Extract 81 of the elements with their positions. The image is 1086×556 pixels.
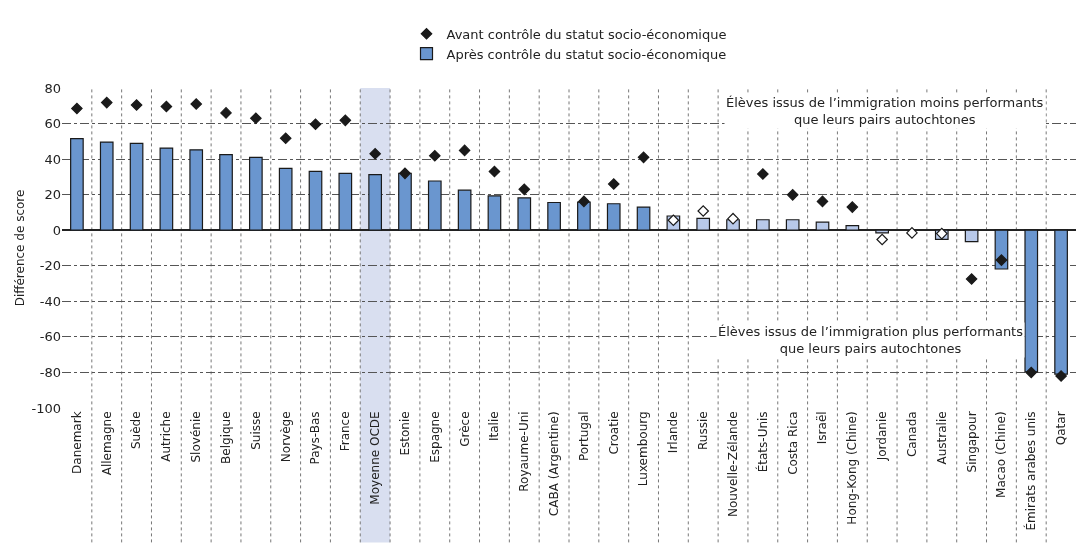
y-tick-label: 20 [44, 187, 61, 203]
annotation: Élèves issus de l’immigration moins performants que leurs pairs autochtones [726, 95, 1044, 127]
x-tick-label: Portugal [576, 411, 591, 462]
point [100, 96, 113, 109]
x-tick-label: Moyenne OCDE [368, 411, 383, 505]
y-tick-label: -40 [39, 293, 61, 309]
x-tick-label: États-Unis [754, 411, 770, 473]
y-tick-label: -100 [31, 400, 61, 416]
x-tick-label: Croatie [606, 411, 621, 455]
x-tick-label: Australie [934, 411, 949, 465]
x-tick-label: Norvège [278, 411, 293, 463]
point [309, 118, 322, 131]
x-tick-label: Belgique [218, 411, 233, 464]
x-tick-label: Luxembourg [636, 411, 651, 487]
point [1025, 366, 1038, 379]
point [279, 132, 292, 145]
point [250, 112, 262, 125]
x-tick-label: Costa Rica [785, 411, 800, 475]
point [637, 151, 650, 164]
x-tick-label: Jordanie [875, 411, 890, 462]
point [727, 212, 739, 225]
x-tick-label: Italie [487, 411, 502, 442]
x-tick-label: Suède [129, 411, 144, 450]
point [846, 201, 859, 213]
x-tick-label: Israël [815, 411, 830, 445]
x-tick-label: Slovénie [189, 411, 204, 463]
x-tick-label: Allemagne [99, 411, 114, 476]
y-tick-label: 60 [44, 116, 61, 132]
point [965, 273, 978, 285]
x-tick-label: Autriche [159, 411, 174, 462]
x-tick-label: CABA (Argentine) [546, 411, 561, 517]
y-tick-label: -20 [39, 258, 61, 274]
x-tick-label: Grèce [457, 411, 472, 447]
legend-label: Après contrôle du statut socio-économique [446, 46, 727, 62]
point [816, 195, 829, 208]
x-tick-label: Estonie [397, 411, 412, 456]
y-axis-title: Différence de score [12, 189, 27, 307]
point [995, 254, 1008, 266]
x-tick-label: France [338, 411, 353, 452]
point [339, 114, 352, 127]
point [71, 102, 83, 115]
point [1055, 370, 1067, 382]
x-tick-label: Singapour [964, 411, 979, 473]
x-tick-label: Danemark [69, 411, 84, 474]
x-tick-label: Pays-Bas [308, 411, 323, 465]
point [906, 227, 918, 239]
point [428, 149, 441, 162]
point [607, 178, 620, 190]
point [458, 144, 471, 157]
point [876, 233, 888, 246]
x-tick-label: Émirats arabes unis [1023, 411, 1039, 531]
x-tick-label: Royaume-Uni [517, 411, 532, 492]
y-tick-label: 80 [44, 80, 61, 96]
x-tick-label: Suisse [248, 411, 263, 450]
point [220, 107, 232, 119]
x-tick-label: Irlande [666, 411, 681, 454]
y-tick-label: -80 [39, 364, 61, 380]
annotation: Élèves issus de l’immigration plus performants que leurs pairs autochtones [718, 324, 1024, 356]
point [160, 100, 173, 113]
point [786, 189, 799, 201]
x-tick-label: Espagne [427, 411, 442, 463]
legend-label: Avant contrôle du statut socio-économique [446, 26, 727, 42]
point [697, 205, 710, 217]
point [369, 147, 381, 160]
point [130, 99, 143, 111]
y-tick-label: 0 [52, 222, 61, 238]
point [578, 195, 590, 208]
point [488, 165, 501, 178]
y-tick-label: -60 [39, 329, 61, 345]
point [399, 167, 411, 180]
x-tick-label: Hong-Kong (Chine) [845, 411, 860, 525]
x-tick-label: Macao (Chine) [994, 411, 1009, 498]
x-tick-label: Nouvelle-Zélande [725, 411, 740, 518]
y-tick-label: 40 [44, 151, 61, 167]
point [518, 183, 531, 196]
x-tick-label: Canada [904, 411, 919, 458]
x-tick-label: Russie [696, 411, 711, 451]
point [190, 98, 203, 110]
x-tick-label: Qatar [1053, 411, 1068, 446]
point [667, 214, 680, 227]
point [757, 168, 769, 180]
